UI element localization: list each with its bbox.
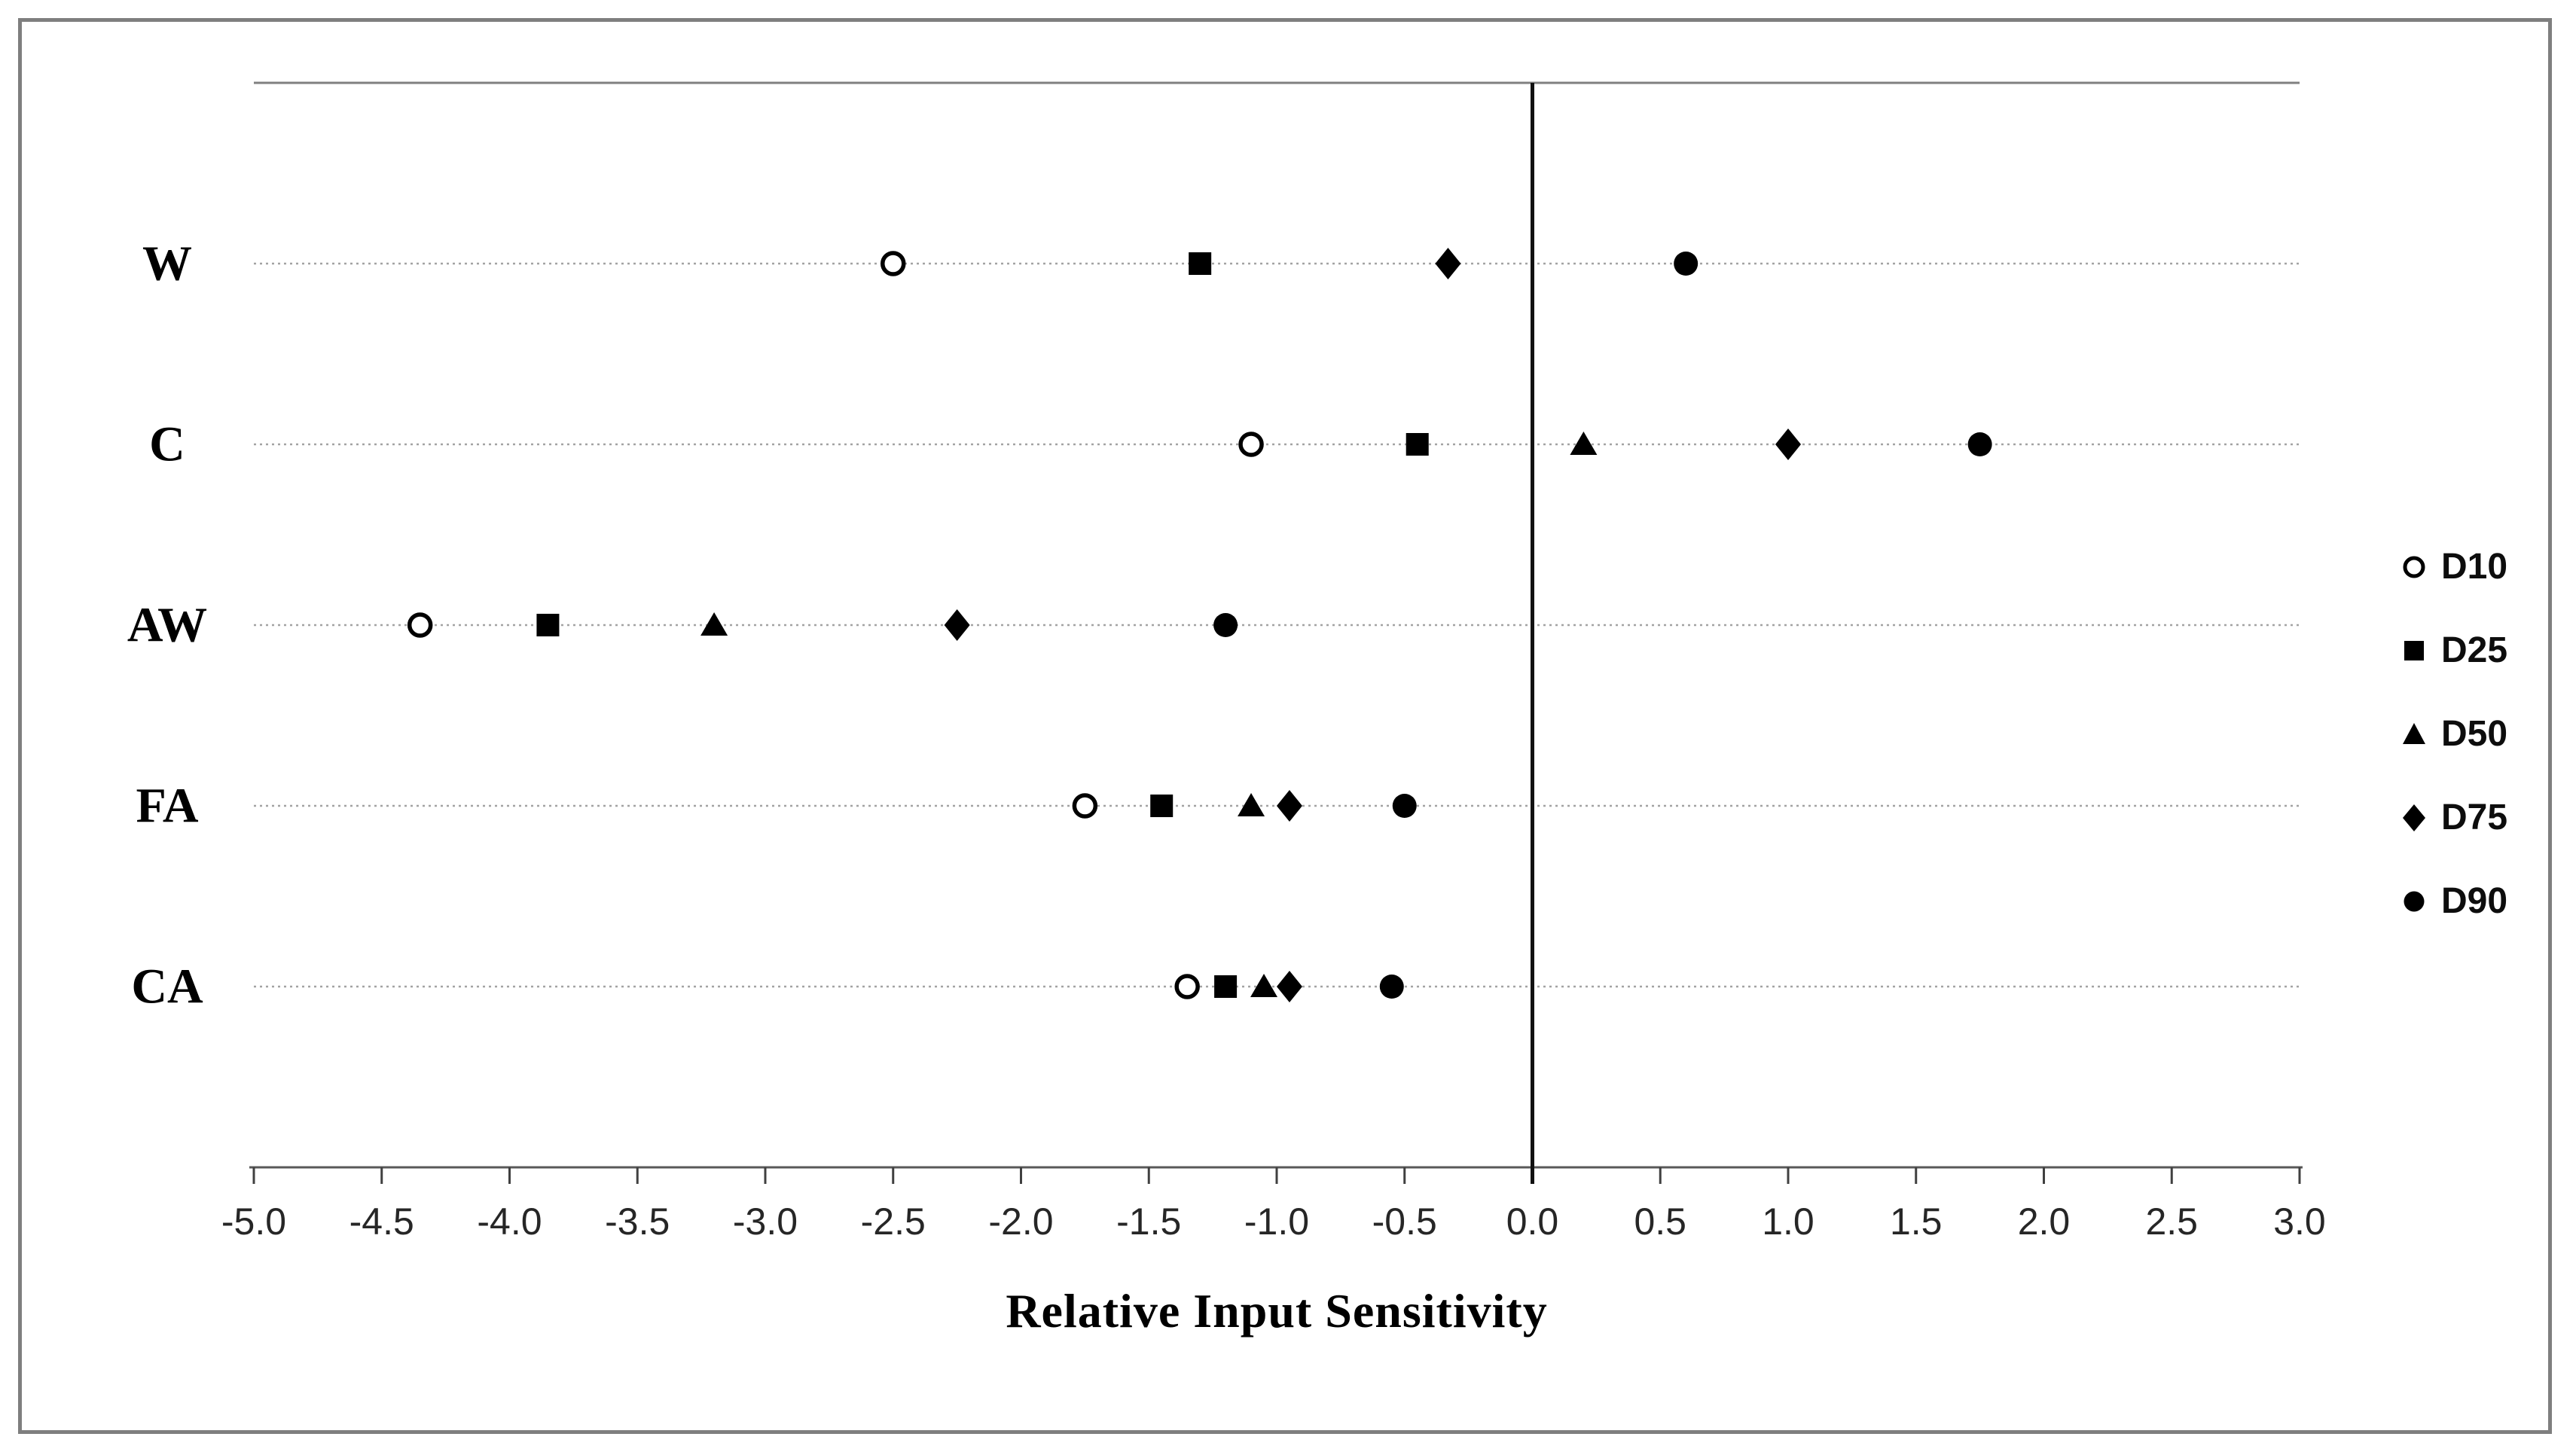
x-axis-tick-label: 1.5	[1890, 1200, 1943, 1243]
data-marker-d50-aw	[700, 612, 728, 636]
y-category-label-aw: AW	[127, 598, 207, 653]
filled-triangle-glyph	[2403, 722, 2425, 744]
legend-item-d90: D90	[2397, 859, 2559, 943]
filled-circle-icon	[2404, 891, 2425, 911]
legend-item-d10: D10	[2397, 525, 2559, 609]
data-marker-d10-fa	[1072, 793, 1098, 819]
data-marker-d10-ca	[1174, 974, 1200, 999]
x-axis-tick-label: -1.0	[1244, 1200, 1309, 1243]
x-axis-tick-label: 1.0	[1762, 1200, 1814, 1243]
legend-item-d75: D75	[2397, 776, 2559, 859]
data-marker-d90-ca	[1379, 975, 1404, 999]
y-category-label-ca: CA	[131, 959, 203, 1014]
data-marker-d10-aw	[407, 612, 433, 638]
legend-label-d75: D75	[2441, 797, 2508, 837]
x-axis-tick-label: -0.5	[1372, 1200, 1437, 1243]
legend-label-d25: D25	[2441, 630, 2508, 670]
data-marker-d75-w	[1435, 248, 1461, 279]
data-marker-d75-ca	[1276, 971, 1302, 1002]
y-category-label-w: W	[142, 236, 192, 291]
filled-triangle-icon	[2403, 722, 2425, 744]
x-axis-tick-label: -1.5	[1116, 1200, 1181, 1243]
x-axis-tick-label: 3.0	[2273, 1200, 2326, 1243]
legend-label-d10: D10	[2441, 546, 2508, 587]
data-marker-d90-c	[1967, 432, 1992, 456]
data-marker-d25-ca	[1214, 975, 1238, 998]
data-marker-d75-c	[1775, 429, 1801, 460]
legend-label-d90: D90	[2441, 880, 2508, 921]
filled-square-glyph	[2404, 640, 2424, 660]
filled-square-icon	[2404, 640, 2424, 660]
x-axis-tick-label: -2.0	[988, 1200, 1053, 1243]
y-category-label-fa: FA	[136, 779, 198, 834]
data-marker-d90-fa	[1392, 794, 1417, 818]
open-circle-icon	[2403, 556, 2425, 578]
x-axis-tick-label: -5.0	[221, 1200, 286, 1243]
data-marker-d50-fa	[1238, 793, 1265, 816]
y-category-label-c: C	[149, 417, 185, 472]
x-axis-tick-label: -4.0	[477, 1200, 542, 1243]
legend-item-d50: D50	[2397, 692, 2559, 776]
data-marker-d25-fa	[1150, 795, 1174, 817]
x-axis-tick-label: 2.0	[2018, 1200, 2071, 1243]
open-circle-glyph	[2403, 556, 2425, 578]
x-axis-title: Relative Input Sensitivity	[1006, 1284, 1548, 1338]
x-axis-tick-label: 2.5	[2145, 1200, 2198, 1243]
filled-diamond-glyph	[2403, 804, 2425, 831]
x-axis-tick-label: 0.0	[1506, 1200, 1559, 1243]
filled-circle-glyph	[2404, 891, 2425, 911]
x-axis-tick-label: 0.5	[1634, 1200, 1686, 1243]
data-marker-d25-w	[1189, 252, 1212, 275]
legend-label-d50: D50	[2441, 713, 2508, 754]
x-axis-tick-label: -3.0	[733, 1200, 798, 1243]
legend-item-d25: D25	[2397, 609, 2559, 692]
data-marker-d75-fa	[1276, 790, 1302, 822]
x-axis-tick-label: -4.5	[349, 1200, 414, 1243]
legend: D10 D25 D50 D75 D90	[2397, 525, 2559, 943]
figure-border	[18, 18, 2552, 1434]
data-marker-d10-c	[1238, 432, 1264, 457]
x-axis-tick-label: -2.5	[861, 1200, 926, 1243]
data-marker-d50-c	[1570, 432, 1598, 455]
data-marker-d50-ca	[1250, 974, 1278, 997]
filled-diamond-icon	[2403, 804, 2425, 831]
x-axis-tick-label: -3.5	[605, 1200, 670, 1243]
data-marker-d90-w	[1674, 252, 1699, 276]
data-marker-d90-aw	[1213, 613, 1238, 637]
data-marker-d25-c	[1406, 433, 1429, 456]
data-marker-d75-aw	[944, 609, 970, 641]
data-marker-d25-aw	[536, 614, 560, 636]
data-marker-d10-w	[881, 251, 906, 276]
